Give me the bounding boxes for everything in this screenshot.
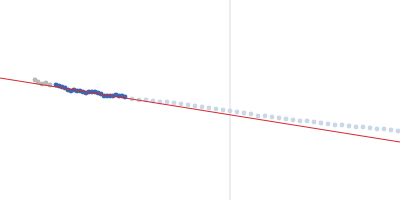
data-point — [172, 101, 177, 106]
data-point — [312, 120, 317, 125]
data-point — [277, 116, 282, 121]
data-point — [347, 124, 352, 129]
data-point — [396, 129, 400, 134]
data-point — [228, 109, 233, 114]
reference-line — [230, 0, 231, 200]
data-point — [214, 107, 219, 112]
chart — [0, 0, 400, 200]
data-point — [200, 105, 205, 110]
data-point — [382, 127, 387, 132]
data-point — [263, 114, 268, 119]
data-point — [186, 103, 191, 108]
data-point — [354, 125, 359, 130]
data-point — [284, 117, 289, 122]
data-point — [333, 123, 338, 128]
data-point — [298, 119, 303, 124]
data-point — [368, 126, 373, 131]
data-point — [256, 114, 261, 119]
data-point — [165, 100, 170, 105]
data-point — [319, 121, 324, 126]
data-point — [221, 108, 226, 113]
data-point — [291, 118, 296, 123]
data-point — [305, 119, 310, 124]
data-point — [326, 122, 331, 127]
plot-area — [0, 0, 400, 200]
point-series — [130, 97, 400, 134]
data-point — [207, 106, 212, 111]
data-point — [270, 115, 275, 120]
data-point — [249, 112, 254, 117]
data-point — [235, 110, 240, 115]
data-point — [389, 128, 394, 133]
data-point — [361, 125, 366, 130]
data-point — [242, 111, 247, 116]
fit-line — [0, 78, 400, 142]
data-point — [375, 127, 380, 132]
data-point — [193, 104, 198, 109]
data-point — [340, 123, 345, 128]
data-point — [179, 102, 184, 107]
